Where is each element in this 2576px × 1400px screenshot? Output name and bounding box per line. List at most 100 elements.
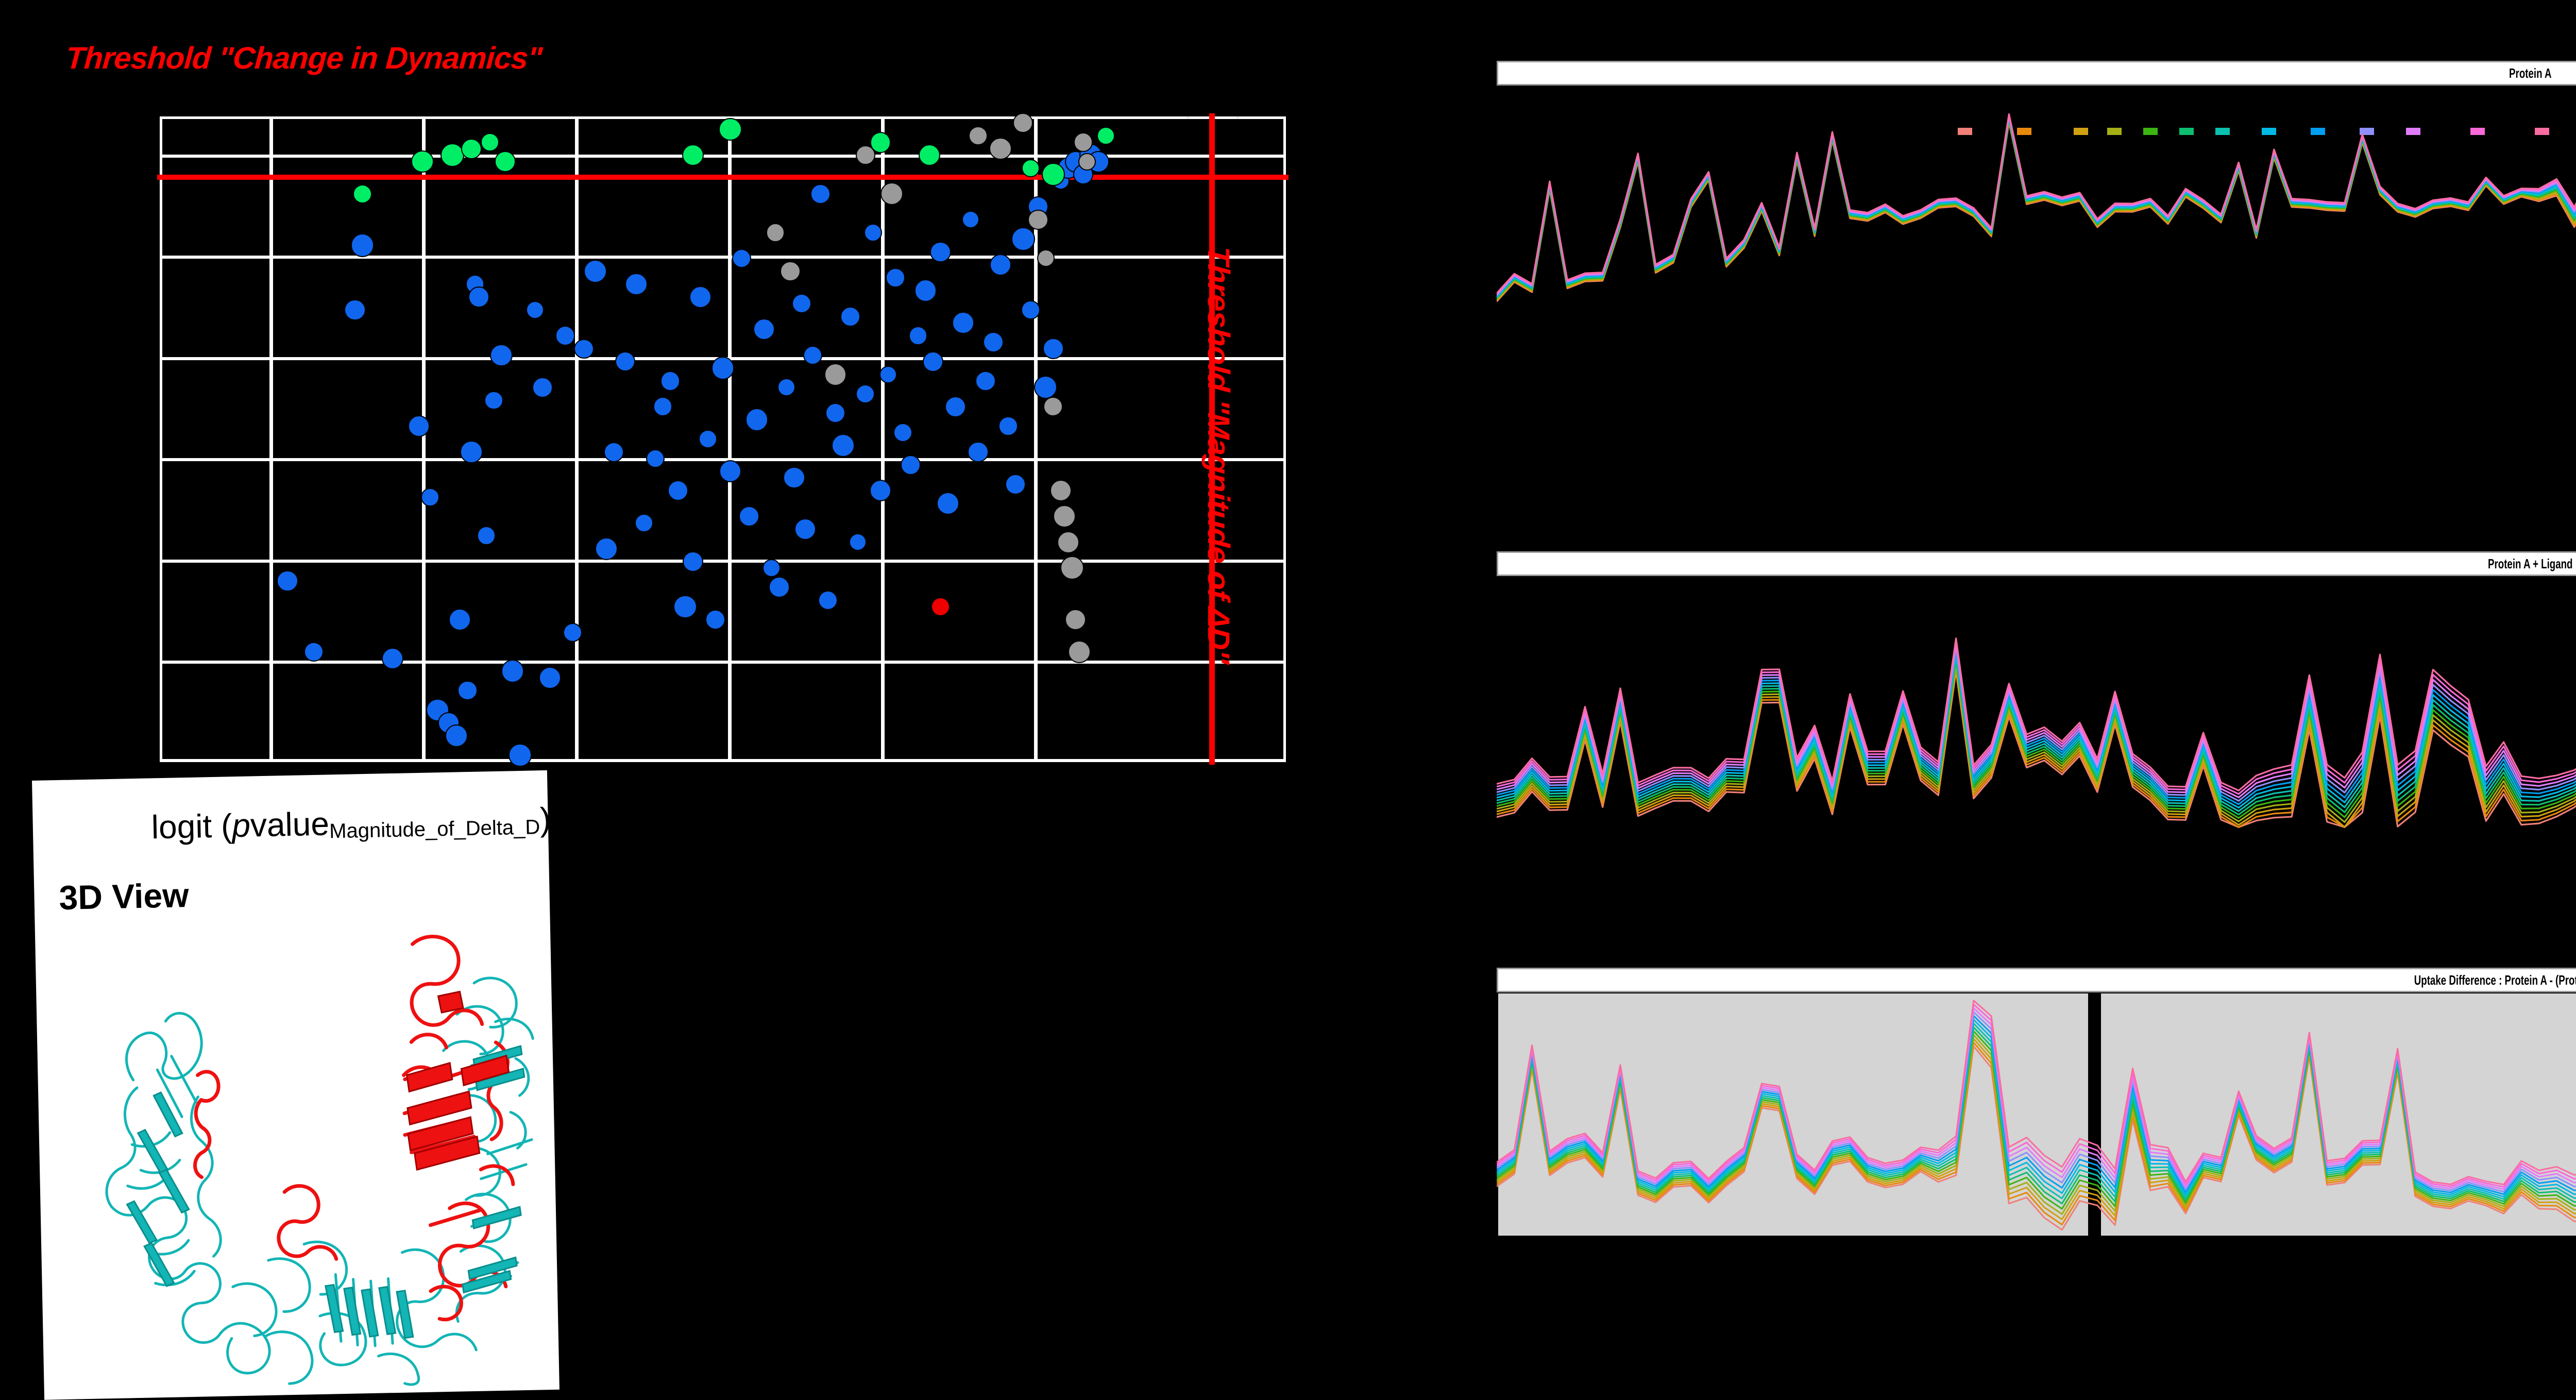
scatter-point-blue[interactable] — [1011, 227, 1035, 251]
volcano-plot-area[interactable] — [157, 113, 1289, 767]
legend-swatch[interactable] — [2406, 128, 2420, 135]
scatter-point-gray[interactable] — [1028, 209, 1048, 230]
scatter-point-blue[interactable] — [762, 559, 781, 578]
scatter-point-gray[interactable] — [969, 126, 988, 145]
scatter-point-blue[interactable] — [849, 533, 867, 551]
legend-swatch[interactable] — [2017, 128, 2031, 135]
scatter-point-blue[interactable] — [509, 744, 532, 767]
scatter-point-blue[interactable] — [408, 415, 430, 437]
scatter-point-green[interactable] — [461, 138, 482, 159]
legend-swatch[interactable] — [2360, 128, 2374, 135]
legend-swatch[interactable] — [2311, 128, 2325, 135]
scatter-point-blue[interactable] — [840, 306, 861, 327]
scatter-point-blue[interactable] — [803, 345, 823, 365]
scatter-point-blue[interactable] — [350, 233, 375, 258]
scatter-point-gray[interactable] — [766, 223, 785, 242]
scatter-point-blue[interactable] — [490, 344, 513, 366]
scatter-point-blue[interactable] — [968, 441, 989, 463]
scatter-point-blue[interactable] — [449, 609, 471, 631]
scatter-point-blue[interactable] — [526, 300, 545, 319]
scatter-point-blue[interactable] — [975, 370, 996, 391]
scatter-point-green[interactable] — [1021, 159, 1040, 177]
scatter-point-blue[interactable] — [1021, 300, 1040, 319]
scatter-point-gray[interactable] — [824, 363, 847, 386]
scatter-point-blue[interactable] — [532, 377, 553, 398]
scatter-point-blue[interactable] — [698, 429, 718, 449]
scatter-point-blue[interactable] — [445, 724, 468, 747]
scatter-point-blue[interactable] — [870, 480, 892, 502]
scatter-point-blue[interactable] — [914, 279, 937, 302]
3d-view-panel[interactable]: logit (pvalueMagnitude_of_Delta_D) 3D Vi… — [32, 770, 560, 1400]
scatter-point-blue[interactable] — [937, 492, 960, 515]
scatter-point-blue[interactable] — [831, 433, 855, 458]
scatter-point-blue[interactable] — [863, 223, 883, 242]
scatter-point-blue[interactable] — [945, 396, 967, 418]
scatter-point-blue[interactable] — [501, 660, 524, 683]
scatter-point-green[interactable] — [719, 117, 742, 141]
scatter-point-blue[interactable] — [563, 622, 583, 643]
scatter-point-blue[interactable] — [667, 480, 688, 501]
scatter-point-blue[interactable] — [660, 371, 681, 391]
uptake-trace-protein-a[interactable] — [1497, 88, 2576, 325]
scatter-point-gray[interactable] — [1073, 132, 1093, 152]
legend-swatch[interactable] — [2074, 128, 2088, 135]
scatter-point-blue[interactable] — [930, 241, 951, 263]
scatter-point-blue[interactable] — [1042, 338, 1064, 360]
scatter-point-blue[interactable] — [745, 408, 768, 431]
scatter-point-blue[interactable] — [856, 384, 875, 403]
scatter-point-gray[interactable] — [1060, 556, 1084, 580]
legend-swatch[interactable] — [2262, 128, 2276, 135]
scatter-point-blue[interactable] — [574, 339, 594, 359]
scatter-point-blue[interactable] — [768, 577, 790, 598]
scatter-point-blue[interactable] — [990, 254, 1012, 276]
scatter-point-blue[interactable] — [595, 537, 618, 561]
scatter-point-green[interactable] — [682, 144, 704, 166]
scatter-point-blue[interactable] — [1005, 474, 1026, 495]
scatter-point-blue[interactable] — [738, 506, 760, 527]
scatter-point-blue[interactable] — [900, 454, 921, 475]
scatter-point-blue[interactable] — [615, 351, 636, 372]
scatter-point-blue[interactable] — [952, 312, 974, 334]
scatter-point-blue[interactable] — [1034, 376, 1058, 399]
scatter-point-blue[interactable] — [732, 248, 752, 268]
uptake-trace-protein-a-ligand[interactable] — [1497, 593, 2576, 830]
scatter-point-red[interactable] — [931, 597, 951, 617]
scatter-point-blue[interactable] — [625, 273, 648, 296]
scatter-point-blue[interactable] — [276, 570, 298, 592]
scatter-point-blue[interactable] — [908, 326, 928, 345]
legend-swatch[interactable] — [2215, 128, 2230, 135]
scatter-point-gray[interactable] — [1037, 249, 1055, 267]
legend-swatch[interactable] — [1958, 128, 1972, 135]
legend-swatch[interactable] — [2470, 128, 2485, 135]
scatter-point-green[interactable] — [411, 150, 434, 173]
scatter-point-blue[interactable] — [468, 286, 489, 308]
scatter-point-blue[interactable] — [420, 487, 439, 507]
scatter-point-gray[interactable] — [1057, 531, 1080, 554]
scatter-point-green[interactable] — [918, 144, 940, 166]
protein-structure-cartoon[interactable] — [40, 920, 554, 1393]
scatter-point-blue[interactable] — [539, 666, 562, 689]
scatter-point-blue[interactable] — [682, 551, 703, 572]
scatter-point-blue[interactable] — [555, 326, 575, 346]
scatter-point-blue[interactable] — [810, 183, 831, 204]
scatter-point-blue[interactable] — [886, 268, 905, 288]
scatter-point-blue[interactable] — [583, 259, 607, 283]
scatter-point-blue[interactable] — [381, 647, 403, 669]
scatter-point-gray[interactable] — [1013, 113, 1033, 133]
scatter-point-blue[interactable] — [303, 642, 324, 662]
legend-swatch[interactable] — [2107, 128, 2122, 135]
scatter-point-blue[interactable] — [982, 332, 1004, 353]
scatter-point-blue[interactable] — [457, 681, 478, 701]
scatter-point-gray[interactable] — [1053, 505, 1076, 528]
scatter-point-green[interactable] — [481, 132, 500, 152]
scatter-point-blue[interactable] — [961, 211, 980, 229]
scatter-point-blue[interactable] — [634, 513, 653, 532]
scatter-point-green[interactable] — [494, 151, 516, 173]
legend-swatch[interactable] — [2143, 128, 2158, 135]
scatter-point-gray[interactable] — [1068, 640, 1091, 664]
scatter-point-blue[interactable] — [344, 299, 366, 321]
scatter-point-blue[interactable] — [477, 526, 496, 546]
scatter-point-blue[interactable] — [753, 318, 775, 341]
scatter-point-blue[interactable] — [879, 365, 897, 383]
scatter-point-blue[interactable] — [673, 595, 697, 619]
